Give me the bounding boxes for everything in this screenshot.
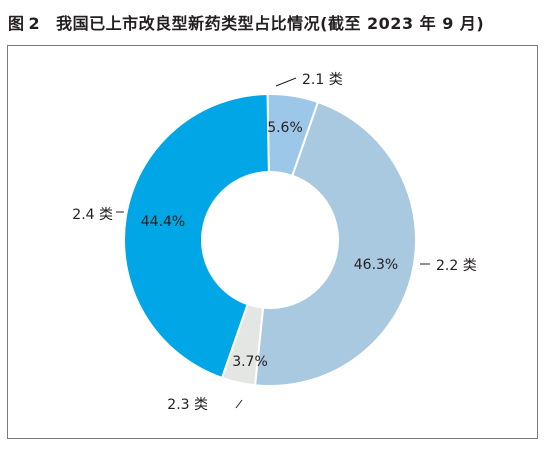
value-label: 5.6% xyxy=(267,120,303,136)
category-label: 2.3 类 xyxy=(167,397,208,413)
slice-2-2 xyxy=(253,100,417,387)
category-label: 2.1 类 xyxy=(302,72,343,88)
chart-frame xyxy=(7,45,538,439)
title-text: 我国已上市改良型新药类型占比情况(截至 2023 年 9 月) xyxy=(56,14,485,33)
chart-title: 图 2 我国已上市改良型新药类型占比情况(截至 2023 年 9 月) xyxy=(8,10,484,34)
leader-line xyxy=(275,77,297,87)
category-label: 2.2 类 xyxy=(436,258,477,274)
value-label: 46.3% xyxy=(354,257,398,273)
figure-number: 2 xyxy=(28,14,41,33)
figure-prefix: 图 xyxy=(8,14,25,33)
value-label: 3.7% xyxy=(232,354,268,370)
slice-2-4 xyxy=(123,93,270,380)
category-label: 2.4 类 xyxy=(72,207,113,223)
value-label: 44.4% xyxy=(141,214,185,230)
leader-line xyxy=(235,399,243,409)
